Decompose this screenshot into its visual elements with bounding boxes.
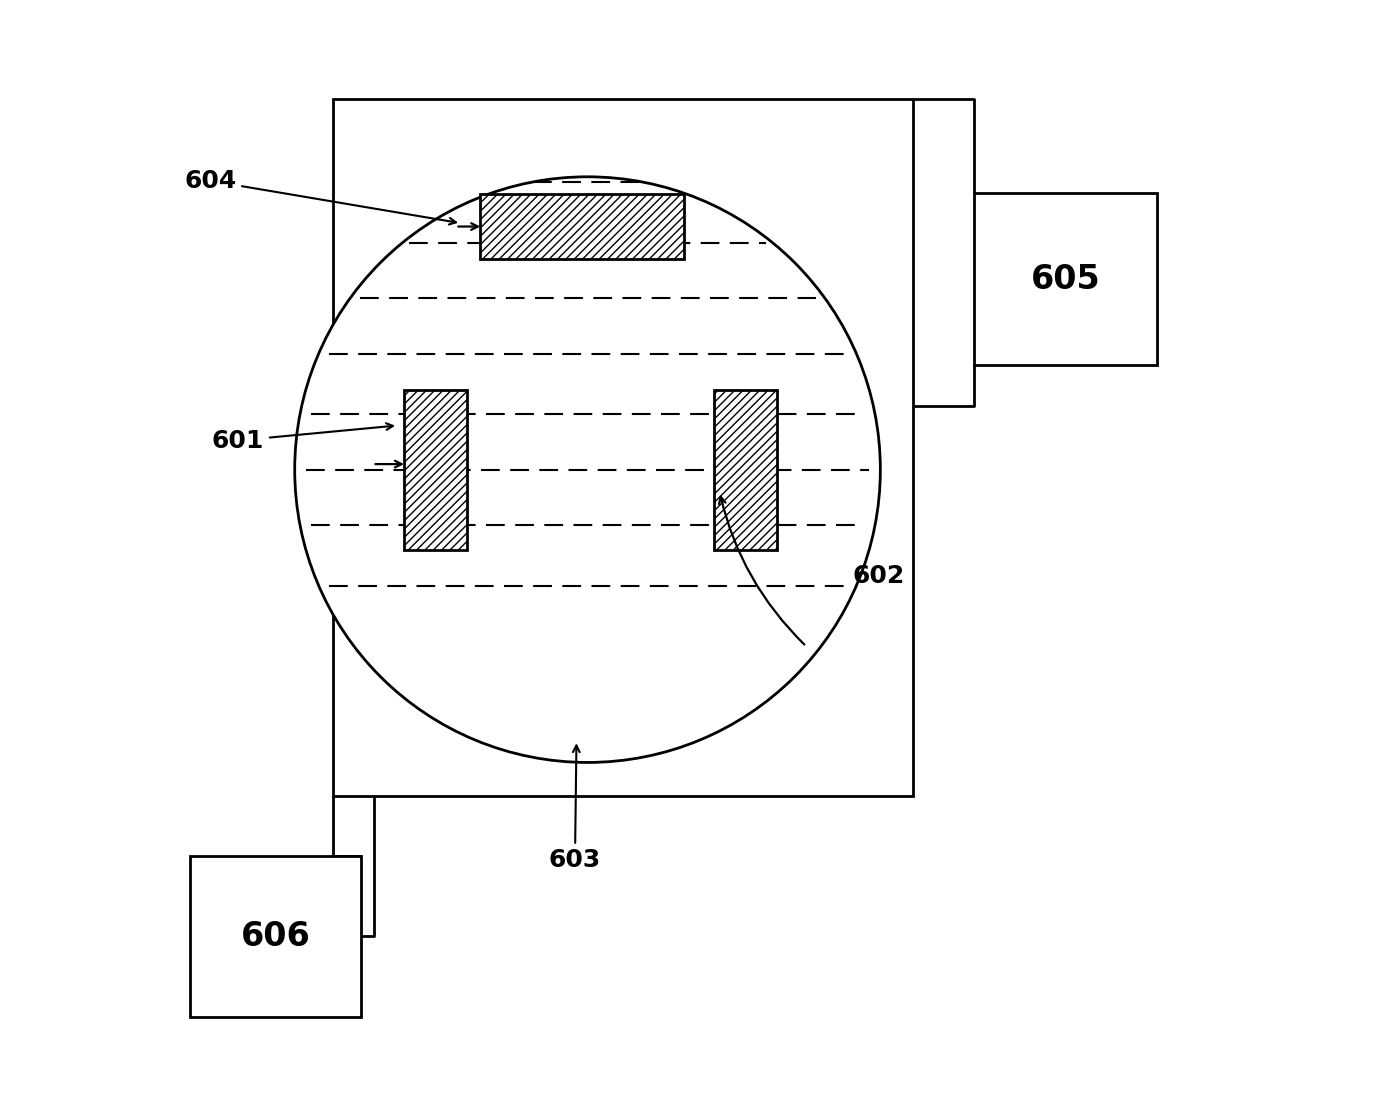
Bar <box>190 856 361 1017</box>
Bar <box>479 194 684 259</box>
Text: 605: 605 <box>1030 263 1100 295</box>
Text: 602: 602 <box>853 564 904 588</box>
Text: 604: 604 <box>184 169 456 224</box>
Bar <box>715 390 777 550</box>
Bar <box>334 99 914 796</box>
Text: 601: 601 <box>212 423 393 453</box>
Circle shape <box>295 177 881 762</box>
Text: 603: 603 <box>548 746 601 873</box>
Bar <box>974 193 1156 365</box>
Bar <box>403 390 467 550</box>
Text: 606: 606 <box>241 920 310 953</box>
